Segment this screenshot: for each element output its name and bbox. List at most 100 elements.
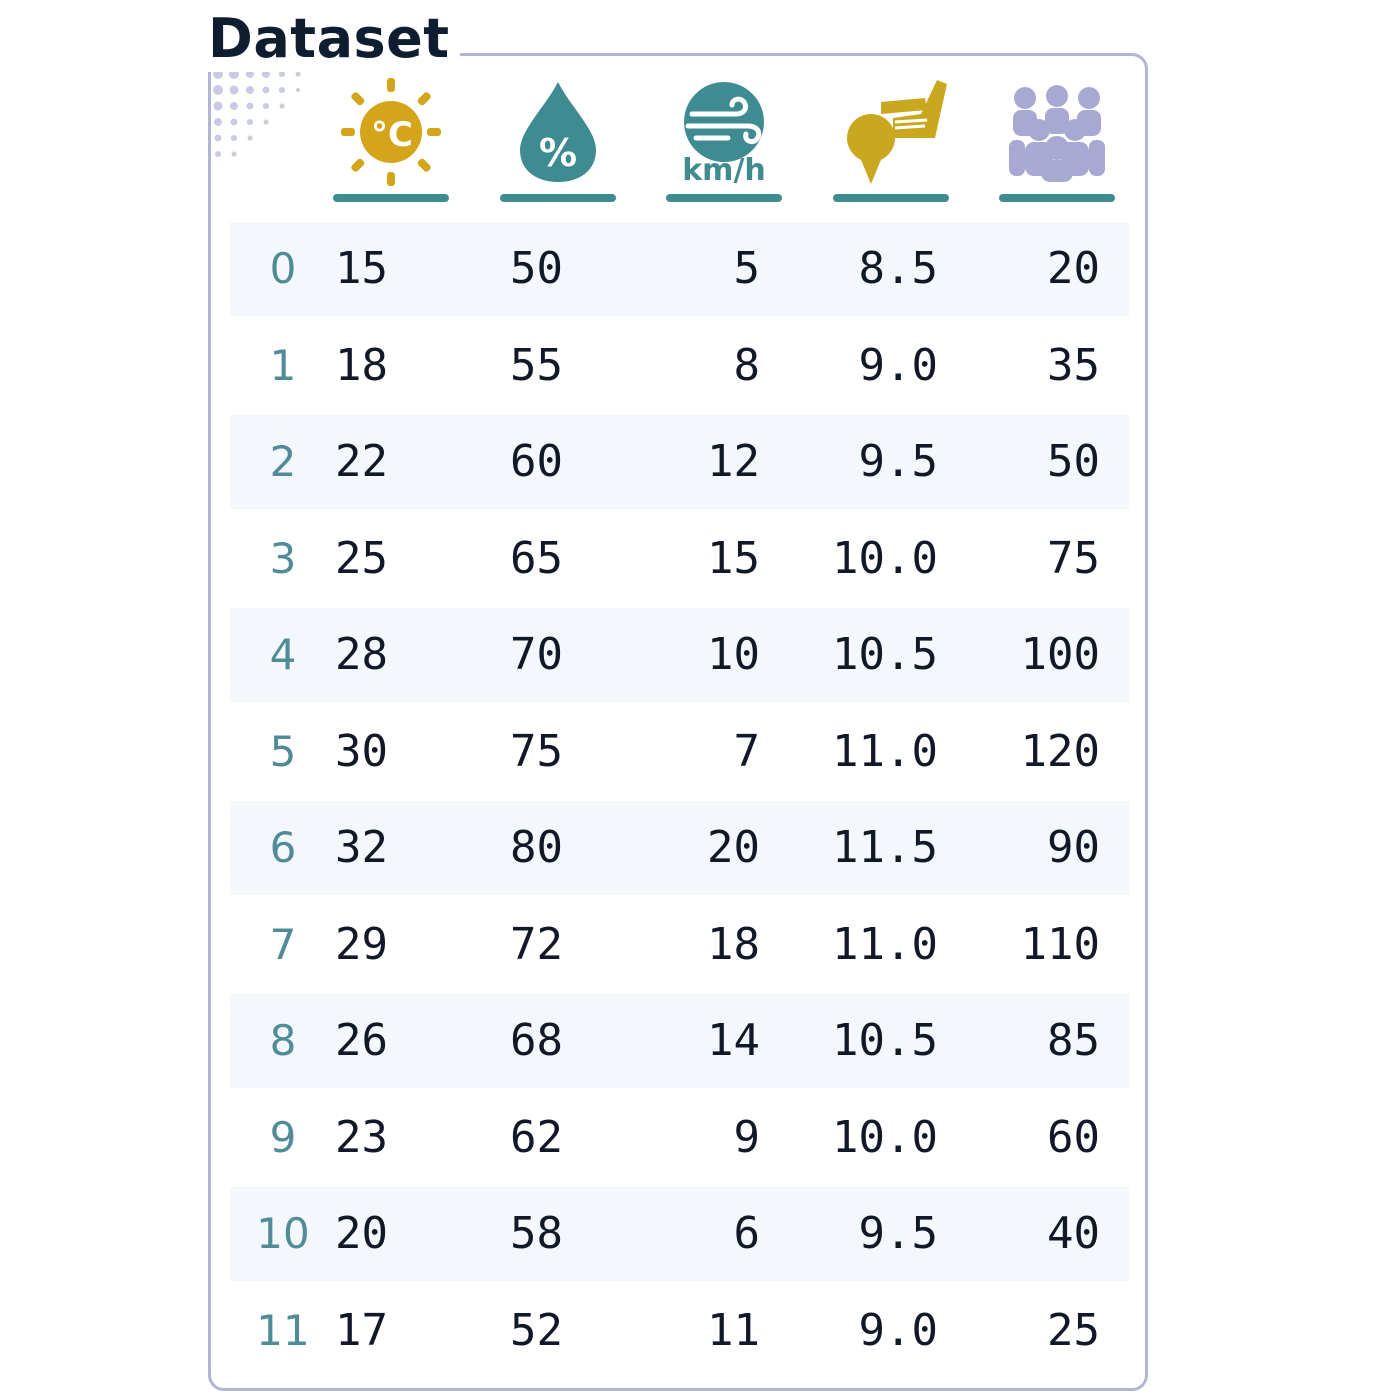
table-cell: 11 bbox=[707, 1304, 760, 1356]
table-row: 0 15 50 5 8.5 20 bbox=[230, 222, 1129, 316]
row-index: 8 bbox=[269, 1016, 297, 1065]
golf-club-icon bbox=[847, 80, 947, 184]
row-index: 2 bbox=[269, 437, 297, 486]
header-golf bbox=[833, 78, 949, 204]
table-cell: 25 bbox=[1047, 1304, 1100, 1356]
table-cell: 10.5 bbox=[832, 629, 938, 680]
table-cell: 50 bbox=[1047, 436, 1100, 487]
table-cell: 55 bbox=[510, 339, 563, 391]
table-cell: 120 bbox=[1020, 725, 1100, 777]
panel-title: Dataset bbox=[204, 6, 460, 72]
table-cell: 100 bbox=[1020, 629, 1100, 680]
table-cell: 32 bbox=[335, 822, 388, 873]
table-cell: 26 bbox=[335, 1015, 388, 1066]
table-row: 3 25 65 15 10.0 75 bbox=[230, 512, 1129, 606]
table-row: 9 23 62 9 10.0 60 bbox=[230, 1091, 1129, 1185]
row-index: 9 bbox=[269, 1112, 297, 1162]
table-cell: 10.0 bbox=[832, 1111, 938, 1163]
table-cell: 65 bbox=[510, 532, 563, 584]
row-index: 4 bbox=[269, 630, 297, 679]
table-cell: 9.5 bbox=[858, 436, 938, 487]
table-cell: 60 bbox=[1047, 1111, 1100, 1163]
table-row: 8 26 68 14 10.5 85 bbox=[230, 994, 1129, 1088]
row-index: 10 bbox=[256, 1209, 310, 1258]
table-cell: 68 bbox=[510, 1015, 563, 1066]
table-cell: 110 bbox=[1020, 918, 1100, 970]
header-crowd bbox=[999, 78, 1115, 204]
table-cell: 11.0 bbox=[832, 725, 938, 777]
table-cell: 6 bbox=[733, 1208, 761, 1259]
svg-text:km/h: km/h bbox=[682, 153, 766, 188]
header-underline bbox=[999, 194, 1115, 202]
table-cell: 70 bbox=[510, 629, 563, 680]
table-cell: 12 bbox=[707, 436, 760, 487]
row-index: 3 bbox=[269, 533, 297, 583]
table-cell: 9.0 bbox=[858, 1304, 938, 1356]
header-humidity: % bbox=[500, 78, 616, 204]
table-cell: 90 bbox=[1047, 822, 1100, 873]
table-row: 2 22 60 12 9.5 50 bbox=[230, 415, 1129, 509]
table-cell: 20 bbox=[707, 822, 760, 873]
table-cell: 50 bbox=[510, 243, 563, 294]
table-cell: 10.5 bbox=[832, 1015, 938, 1066]
table-cell: 18 bbox=[707, 918, 760, 970]
dot-pattern-decoration bbox=[213, 69, 301, 157]
table-cell: 11.0 bbox=[832, 918, 938, 970]
table-cell: 35 bbox=[1047, 339, 1100, 391]
table-cell: 28 bbox=[335, 629, 388, 680]
row-index: 5 bbox=[269, 726, 297, 776]
table-cell: 9 bbox=[733, 1111, 761, 1163]
thermometer-sun-icon: °C bbox=[341, 78, 441, 186]
table-cell: 72 bbox=[510, 918, 563, 970]
table-cell: 18 bbox=[335, 339, 388, 391]
header-wind: km/h bbox=[666, 78, 782, 204]
row-index: 1 bbox=[269, 340, 297, 390]
crowd-icon bbox=[1009, 85, 1105, 182]
table-row: 6 32 80 20 11.5 90 bbox=[230, 801, 1129, 895]
svg-text:%: % bbox=[539, 131, 577, 175]
table-cell: 29 bbox=[335, 918, 388, 970]
table-cell: 17 bbox=[335, 1304, 388, 1356]
header-temperature: °C bbox=[333, 78, 449, 204]
table-cell: 14 bbox=[707, 1015, 760, 1066]
table-cell: 80 bbox=[510, 822, 563, 873]
table-cell: 25 bbox=[335, 532, 388, 584]
table-cell: 9.5 bbox=[858, 1208, 938, 1259]
table-cell: 20 bbox=[335, 1208, 388, 1259]
table-row: 7 29 72 18 11.0 110 bbox=[230, 898, 1129, 992]
table-cell: 10 bbox=[707, 629, 760, 680]
table-cell: 58 bbox=[510, 1208, 563, 1259]
svg-text:°C: °C bbox=[371, 115, 413, 155]
row-index: 7 bbox=[269, 919, 297, 969]
table-row: 4 28 70 10 10.5 100 bbox=[230, 608, 1129, 702]
table-cell: 62 bbox=[510, 1111, 563, 1163]
table-cell: 8 bbox=[733, 339, 761, 391]
table-cell: 85 bbox=[1047, 1015, 1100, 1066]
row-index: 11 bbox=[256, 1305, 310, 1355]
table-cell: 11.5 bbox=[832, 822, 938, 873]
row-index: 0 bbox=[269, 244, 297, 293]
table-row: 10 20 58 6 9.5 40 bbox=[230, 1187, 1129, 1281]
table-cell: 9.0 bbox=[858, 339, 938, 391]
table-row: 5 30 75 7 11.0 120 bbox=[230, 705, 1129, 799]
humidity-drop-icon: % bbox=[520, 82, 596, 182]
header-underline bbox=[333, 194, 449, 202]
table-cell: 22 bbox=[335, 436, 388, 487]
table-cell: 30 bbox=[335, 725, 388, 777]
table-cell: 10.0 bbox=[832, 532, 938, 584]
table-cell: 60 bbox=[510, 436, 563, 487]
table-cell: 5 bbox=[733, 243, 761, 294]
header-underline bbox=[666, 194, 782, 202]
header-underline bbox=[500, 194, 616, 202]
table-cell: 15 bbox=[335, 243, 388, 294]
table-cell: 75 bbox=[510, 725, 563, 777]
table-cell: 15 bbox=[707, 532, 760, 584]
table-cell: 23 bbox=[335, 1111, 388, 1163]
wind-icon: km/h bbox=[682, 82, 766, 188]
header-underline bbox=[833, 194, 949, 202]
table-cell: 7 bbox=[733, 725, 761, 777]
table-cell: 8.5 bbox=[858, 243, 938, 294]
table-cell: 20 bbox=[1047, 243, 1100, 294]
table-row: 1 18 55 8 9.0 35 bbox=[230, 319, 1129, 413]
table-cell: 40 bbox=[1047, 1208, 1100, 1259]
